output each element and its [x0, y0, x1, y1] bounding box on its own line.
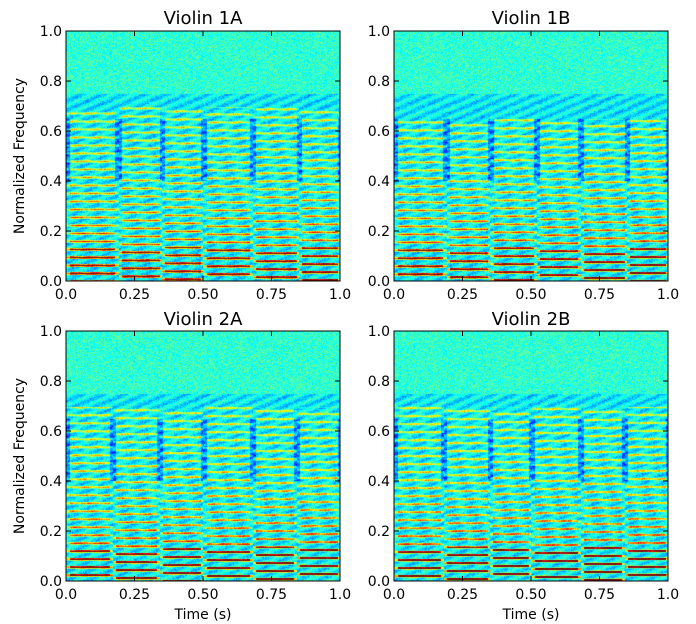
x-axis: 0.0 0.25 0.50 0.75 1.0 — [383, 331, 679, 603]
y-tick-label: 1.0 — [40, 324, 62, 340]
y-tick-label: 1.0 — [368, 324, 390, 340]
y-tick-label: 1.0 — [368, 24, 390, 40]
x-tick-label: 0.75 — [584, 287, 615, 303]
x-tick-label: 1.0 — [329, 287, 351, 303]
y-tick-label: 1.0 — [40, 24, 62, 40]
y-tick-label: 0.8 — [368, 74, 390, 90]
x-tick-label: 0.0 — [383, 587, 405, 603]
x-tick-label: 0.0 — [55, 287, 77, 303]
panel-violin-2b: Violin 2B 0.0 0.25 0.50 0.75 1.0 0.00.20.40.… — [368, 309, 679, 623]
y-tick-label: 0.8 — [368, 374, 390, 390]
y-axis: 0.0 0.2 0.4 0.6 0.8 1.0 — [368, 324, 668, 590]
x-tick-label: 0.0 — [55, 587, 77, 603]
y-axis-label: Normalized Frequency — [12, 378, 28, 534]
panel-title: Violin 1B — [492, 8, 571, 29]
y-tick-label: 0.0 — [40, 574, 62, 590]
x-tick-label: 0.50 — [187, 287, 218, 303]
y-tick-label: 0.0 — [368, 274, 390, 290]
x-tick-label: 0.25 — [447, 587, 478, 603]
spectrogram-image — [394, 331, 668, 581]
y-tick-label: 0.4 — [368, 474, 390, 490]
y-tick-label: 0.2 — [40, 224, 62, 240]
x-tick-label: 0.75 — [256, 287, 287, 303]
spectrogram-image — [66, 331, 340, 581]
x-tick-label: 0.75 — [584, 587, 615, 603]
x-axis: 0.0 0.25 0.50 0.75 1.0 — [55, 31, 351, 303]
panel-title: Violin 2B — [492, 309, 571, 330]
y-axis: 0.0 0.2 0.4 0.6 0.8 1.0 — [40, 324, 340, 590]
panel-violin-1a: Violin 1A 0.0 0.25 0.50 0.75 1.0 0.00.20.40.… — [12, 8, 351, 303]
x-axis-label: Time (s) — [502, 607, 560, 623]
x-tick-label: 0.25 — [119, 287, 150, 303]
x-axis: 0.0 0.25 0.50 0.75 1.0 — [55, 331, 351, 603]
x-tick-label: 0.0 — [383, 287, 405, 303]
x-tick-label: 1.0 — [329, 587, 351, 603]
y-tick-label: 0.8 — [40, 374, 62, 390]
x-axis: 0.0 0.25 0.50 0.75 1.0 — [383, 31, 679, 303]
y-tick-label: 0.4 — [40, 474, 62, 490]
x-axis-label: Time (s) — [174, 607, 232, 623]
y-axis: 0.0 0.2 0.4 0.6 0.8 1.0 — [40, 24, 340, 290]
y-tick-label: 0.6 — [40, 124, 62, 140]
y-tick-label: 0.2 — [368, 224, 390, 240]
panel-title: Violin 1A — [164, 8, 244, 29]
spectrogram-image — [66, 31, 340, 281]
panel-title: Violin 2A — [164, 309, 244, 330]
panel-violin-2a: Violin 2A 0.0 0.25 0.50 0.75 1.0 0.00.20.40.… — [12, 309, 351, 623]
y-tick-label: 0.6 — [368, 424, 390, 440]
y-tick-label: 0.0 — [40, 274, 62, 290]
x-tick-label: 0.50 — [515, 587, 546, 603]
panel-violin-1b: Violin 1B 0.0 0.25 0.50 0.75 1.0 0.00.20.40.… — [368, 8, 679, 303]
x-tick-label: 1.0 — [657, 287, 679, 303]
x-tick-label: 0.25 — [119, 587, 150, 603]
y-axis: 0.0 0.2 0.4 0.6 0.8 1.0 — [368, 24, 668, 290]
y-tick-label: 0.2 — [368, 524, 390, 540]
y-tick-label: 0.8 — [40, 74, 62, 90]
y-tick-label: 0.6 — [40, 424, 62, 440]
y-tick-label: 0.0 — [368, 574, 390, 590]
y-axis-label: Normalized Frequency — [12, 78, 28, 234]
x-tick-label: 0.50 — [515, 287, 546, 303]
y-tick-label: 0.2 — [40, 524, 62, 540]
x-tick-label: 0.50 — [187, 587, 218, 603]
x-tick-label: 1.0 — [657, 587, 679, 603]
spectrogram-image — [394, 31, 668, 281]
x-tick-label: 0.25 — [447, 287, 478, 303]
y-tick-label: 0.4 — [368, 174, 390, 190]
x-tick-label: 0.75 — [256, 587, 287, 603]
y-tick-label: 0.6 — [368, 124, 390, 140]
y-tick-label: 0.4 — [40, 174, 62, 190]
